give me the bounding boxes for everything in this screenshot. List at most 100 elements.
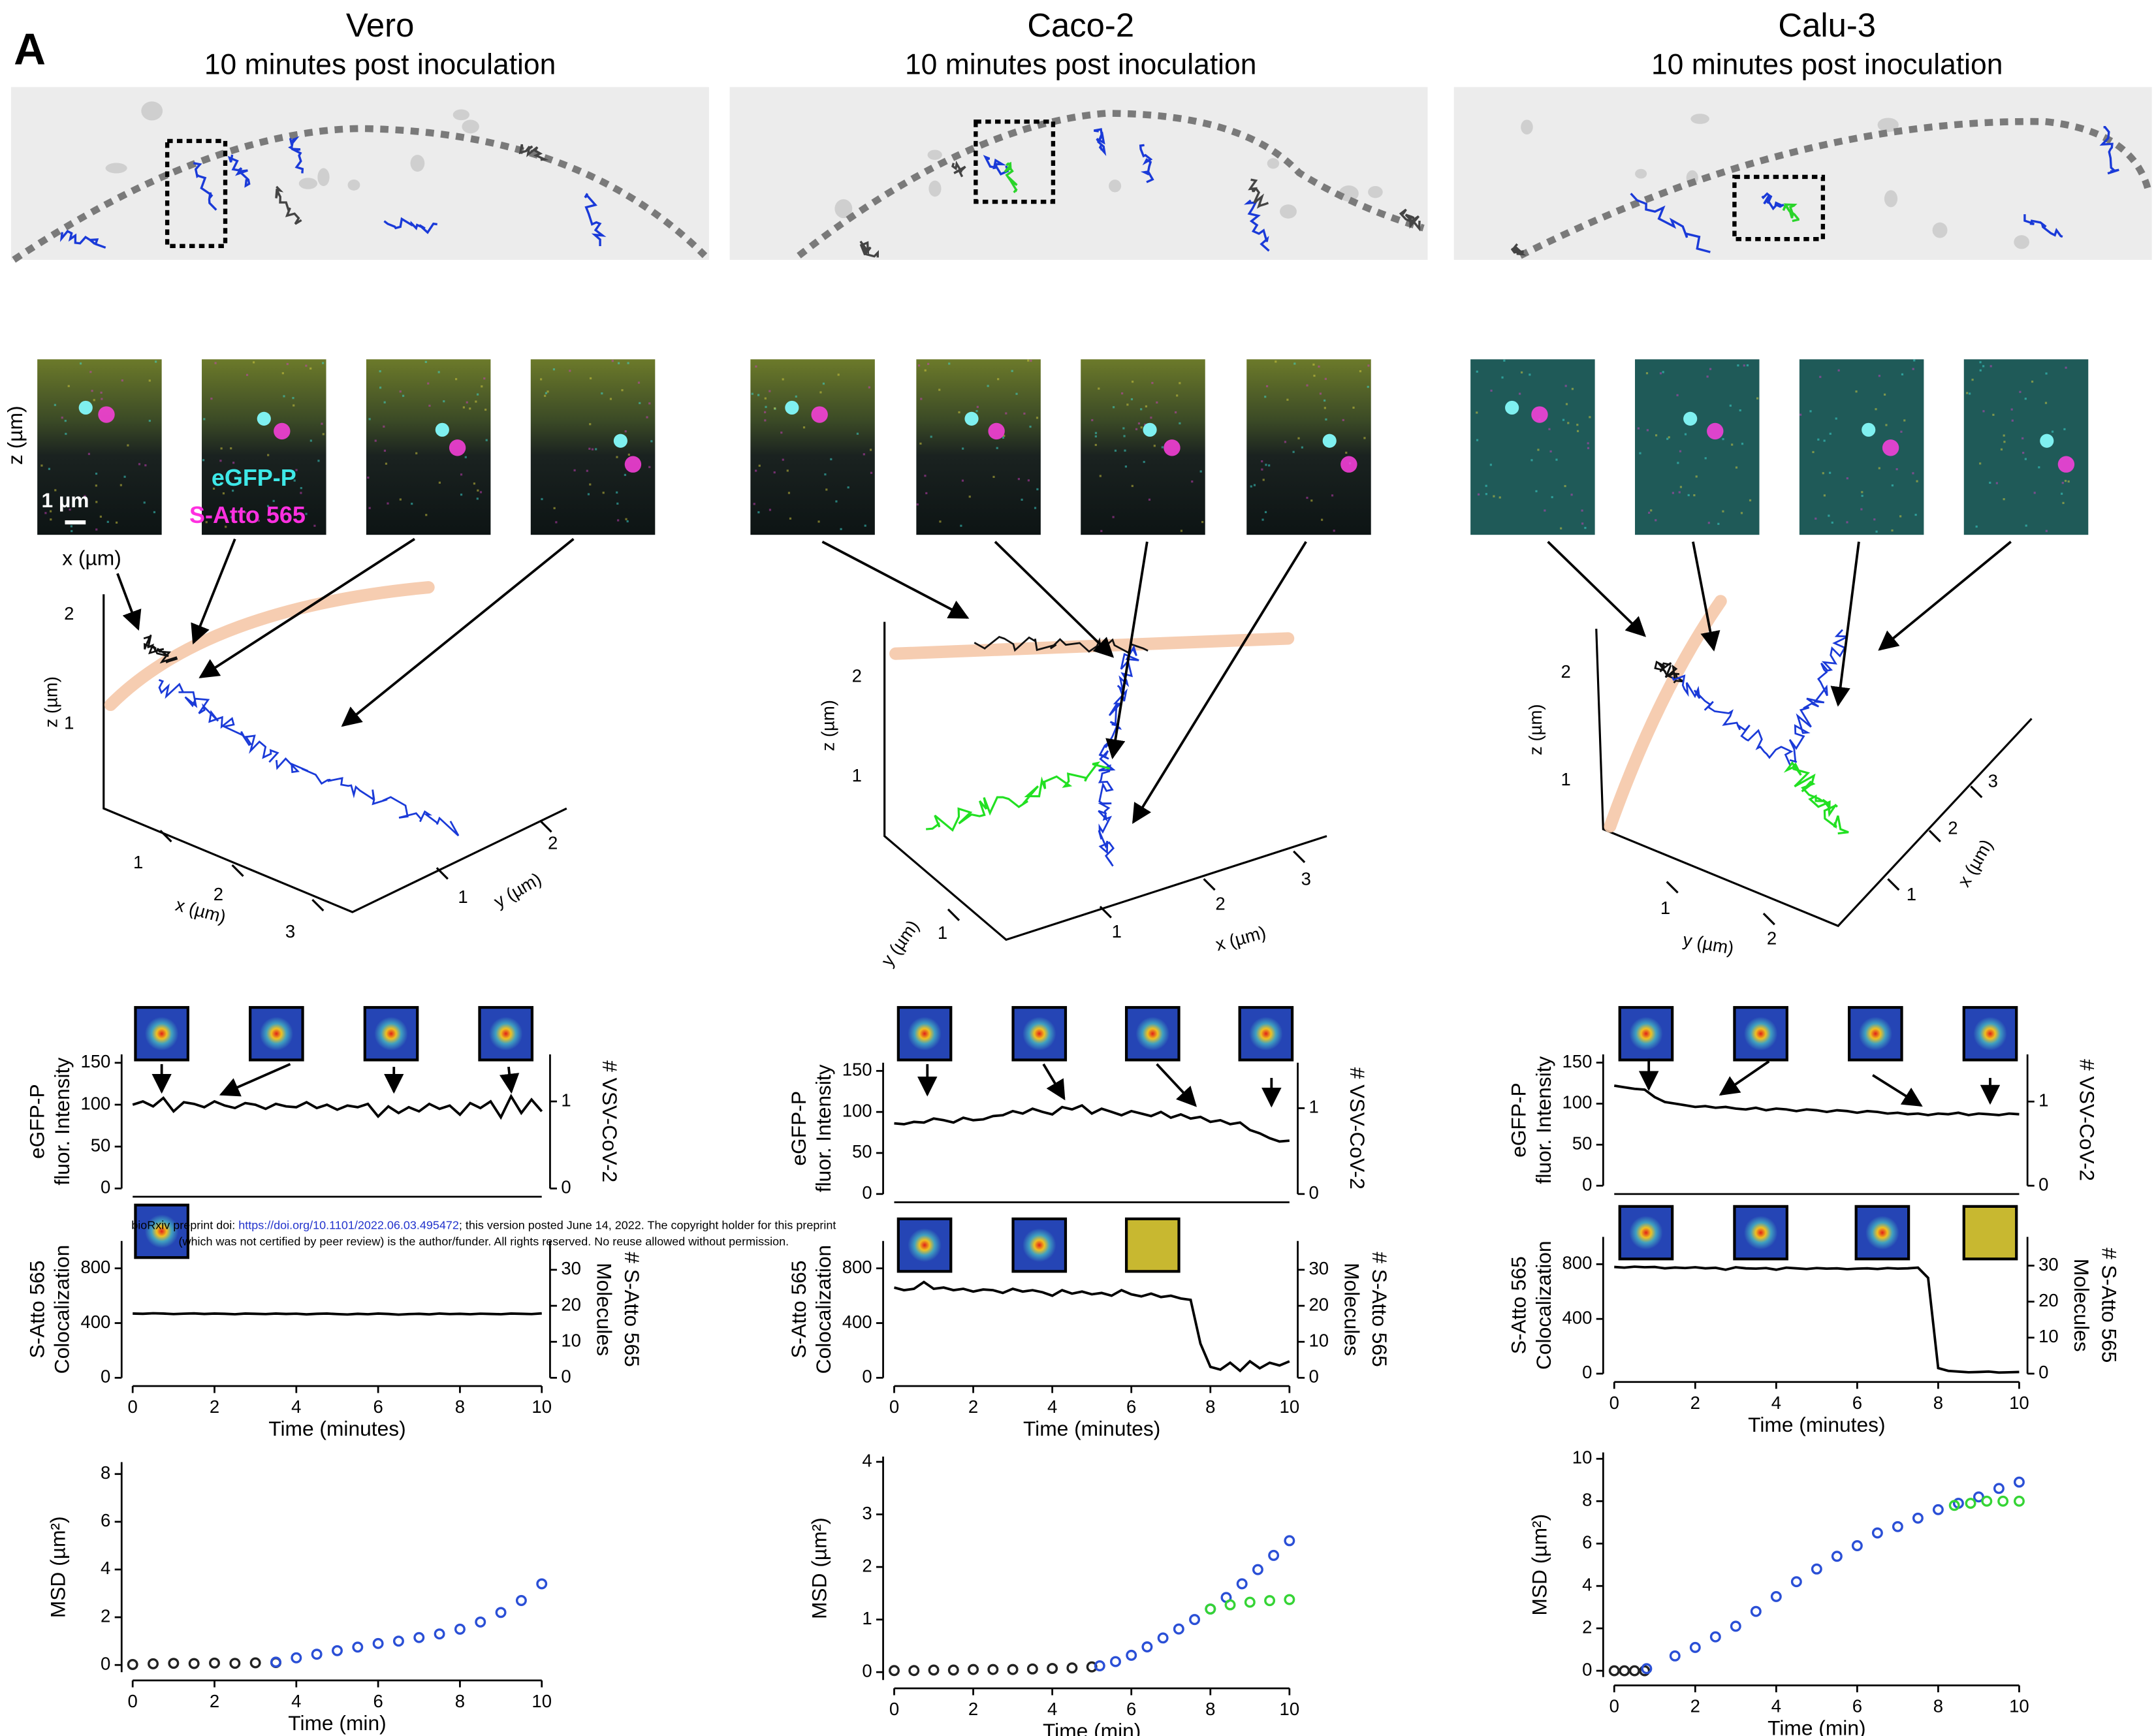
noise [1884,393,1886,396]
z-axis-label: z (µm) [41,676,61,727]
tile [916,359,1041,535]
noise [95,472,98,475]
y-tick-label: 800 [842,1257,872,1277]
x-axis-label: Time (minutes) [268,1417,405,1440]
noise [1100,529,1103,532]
particle [2040,434,2054,448]
noise [232,489,234,492]
noise [573,469,576,471]
speck [452,109,470,121]
particle [1882,439,1899,456]
y-axis-label: y (µm) [1681,930,1736,958]
y-tick-label: 4 [101,1558,110,1578]
noise [293,404,295,407]
noise [1576,424,1579,426]
noise [2044,402,2048,404]
noise [138,463,141,466]
thumbnail-spot [1743,1017,1778,1051]
noise [611,360,614,362]
noise [1331,494,1334,497]
noise [2024,398,2027,400]
noise [1815,517,1817,520]
noise [317,460,320,462]
x-tick-label: 8 [1205,1397,1215,1417]
particle [78,400,93,415]
thumbnail-spot [908,1017,942,1051]
msd-point [1993,1483,2005,1494]
noise [1112,406,1115,409]
y2-tick-label: 1 [1308,1097,1318,1117]
y-axis-label: Colocalization [1532,1240,1555,1370]
noise [367,476,370,479]
noise [1312,363,1315,366]
msd-point [1709,1631,1721,1643]
tile [202,359,326,535]
noise [1589,416,1591,418]
noise [2000,448,2003,450]
tick-3d [1203,878,1216,891]
tick-3d [1666,881,1679,894]
noise [1737,364,1739,367]
noise [1520,371,1523,374]
tile [37,359,162,535]
x-tick-label: 10 [2009,1696,2029,1716]
y2-tick-label: 0 [561,1177,571,1197]
noise [586,469,588,472]
track [1761,192,1784,211]
noise [1901,373,1904,376]
y-axis-label: S-Atto 565 [787,1261,810,1359]
noise [795,395,797,398]
y-tick-label: 4 [862,1450,872,1470]
noise [148,379,151,382]
x-tick-label: 4 [1047,1699,1057,1719]
noise [1529,373,1531,376]
y-tick-label: 400 [1562,1307,1593,1327]
noise [2045,372,2048,375]
noise [616,491,618,494]
track [1244,199,1270,252]
x-tick-label: 2 [210,1397,219,1417]
track [584,193,607,247]
noise [1891,484,1894,487]
noise [1666,437,1669,440]
panel-label: A [14,25,46,74]
noise [962,447,964,450]
noise [272,499,275,502]
noise [484,408,487,411]
tick-3d [1293,850,1306,863]
trace [133,1312,542,1316]
noise [1519,392,1521,395]
y-axis-label: fluor. Intensity [50,1058,74,1186]
noise [1313,374,1316,377]
noise [1306,384,1308,387]
speck [928,180,942,197]
noise [1476,370,1478,373]
arrow [499,1066,520,1094]
tile [750,359,875,535]
noise [399,498,402,501]
track [1139,144,1154,183]
thumbnail-spot [1629,1017,1663,1051]
track-blue [1098,644,1139,760]
speck [105,163,127,174]
noise [1639,452,1641,454]
noise [2062,501,2065,504]
noise [917,364,921,367]
noise [1548,428,1551,430]
msd-point [332,1645,343,1656]
noise [1709,368,1712,370]
noise [1576,430,1579,432]
membrane [1604,595,1727,833]
noise [2038,466,2040,469]
noise [589,483,592,486]
noise [2025,524,2027,527]
noise [383,425,385,428]
channel-label: eGFP-P [212,464,296,491]
noise [1912,368,1914,370]
x-tick-label: 10 [531,1691,552,1711]
noise [1835,417,1837,420]
x-tick-label: 3 [1988,770,1998,791]
noise [782,458,784,461]
noise [609,398,612,400]
noise [50,518,52,521]
